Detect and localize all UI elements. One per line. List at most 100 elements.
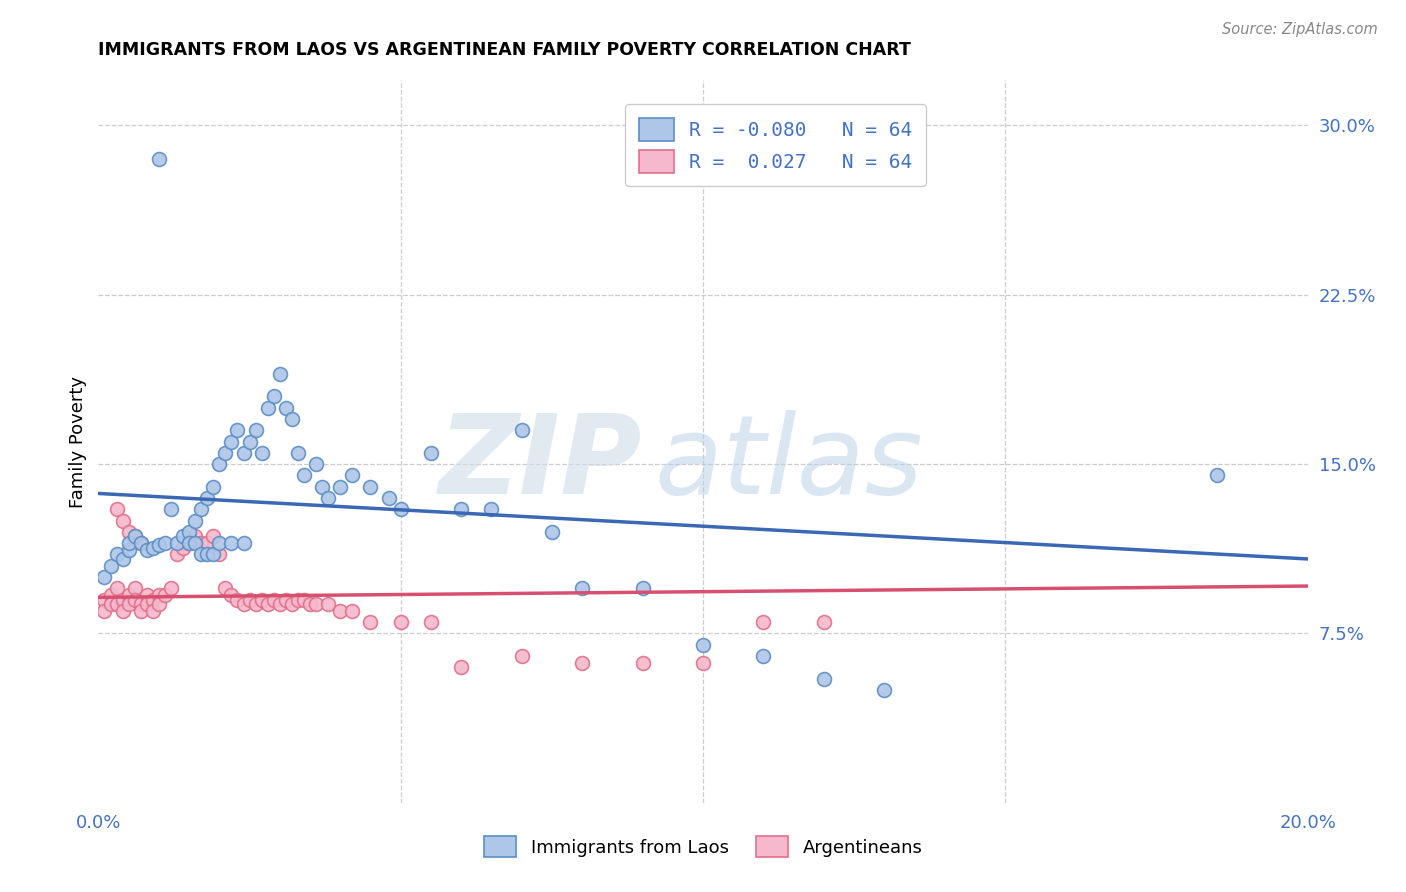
Point [269,597,291,611]
Point [179,536,201,550]
Point [692,638,714,652]
Point [329,480,352,494]
Point [239,434,262,449]
Point [214,446,236,460]
Point [510,648,533,663]
Point [148,597,170,611]
Point [389,502,412,516]
Point [281,597,304,611]
Point [105,548,128,562]
Point [292,468,315,483]
Point [124,529,146,543]
Point [202,548,225,562]
Point [571,656,593,670]
Point [232,536,254,550]
Point [263,389,285,403]
Point [124,592,146,607]
Point [105,582,128,596]
Point [342,468,364,483]
Point [148,538,170,552]
Point [111,552,134,566]
Point [287,592,309,607]
Point [166,548,188,562]
Point [245,423,267,437]
Point [179,524,201,539]
Point [160,502,183,516]
Point [214,582,236,596]
Point [195,548,218,562]
Point [481,502,503,516]
Point [190,548,212,562]
Point [124,529,146,543]
Point [172,529,194,543]
Point [221,434,243,449]
Point [93,570,115,584]
Point [342,604,364,618]
Point [305,597,328,611]
Point [299,597,322,611]
Point [124,582,146,596]
Point [813,615,835,630]
Point [813,672,835,686]
Point [160,582,183,596]
Point [232,446,254,460]
Point [256,401,278,415]
Point [129,604,152,618]
Point [281,412,304,426]
Point [263,592,285,607]
Point [135,542,157,557]
Point [202,529,225,543]
Y-axis label: Family Poverty: Family Poverty [69,376,87,508]
Point [226,423,249,437]
Point [245,597,267,611]
Point [450,660,472,674]
Point [292,592,315,607]
Point [377,491,399,505]
Point [571,582,593,596]
Point [311,480,333,494]
Point [93,592,115,607]
Point [105,597,128,611]
Point [111,592,134,607]
Point [184,536,207,550]
Point [250,592,273,607]
Text: IMMIGRANTS FROM LAOS VS ARGENTINEAN FAMILY POVERTY CORRELATION CHART: IMMIGRANTS FROM LAOS VS ARGENTINEAN FAMI… [98,41,911,59]
Point [184,529,207,543]
Point [221,588,243,602]
Point [208,536,231,550]
Point [873,682,896,697]
Point [208,457,231,471]
Point [450,502,472,516]
Text: Source: ZipAtlas.com: Source: ZipAtlas.com [1222,22,1378,37]
Point [142,541,165,555]
Point [135,588,157,602]
Point [540,524,562,539]
Point [269,367,291,381]
Point [287,446,309,460]
Point [118,588,141,602]
Point [752,615,775,630]
Point [274,592,297,607]
Point [100,588,122,602]
Point [118,597,141,611]
Point [316,597,339,611]
Point [239,592,262,607]
Point [111,514,134,528]
Point [250,446,273,460]
Point [190,536,212,550]
Point [135,597,157,611]
Point [142,604,165,618]
Point [148,588,170,602]
Point [184,514,207,528]
Point [752,648,775,663]
Point [100,558,122,573]
Point [179,536,201,550]
Point [631,656,654,670]
Point [190,502,212,516]
Point [129,536,152,550]
Point [195,536,218,550]
Point [360,480,382,494]
Point [305,457,328,471]
Point [329,604,352,618]
Point [153,588,176,602]
